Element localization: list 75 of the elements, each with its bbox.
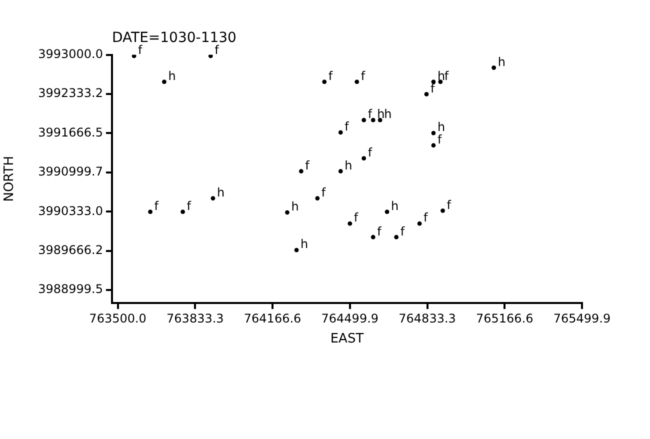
text: h	[391, 198, 399, 213]
text: f	[368, 107, 372, 122]
y-axis-title: NORTH	[2, 156, 18, 202]
point	[431, 130, 436, 136]
point	[315, 196, 320, 201]
point	[338, 169, 343, 174]
x-tick-label: 765499.9	[553, 311, 611, 326]
x-tick-label: 764499.9	[321, 311, 379, 326]
text: h	[216, 185, 225, 200]
text: f	[360, 68, 366, 83]
y-tick-label: 3992333.2	[38, 86, 103, 100]
text: f	[400, 224, 405, 238]
point	[338, 130, 343, 135]
point	[362, 118, 366, 122]
x-tick-label: 764166.6	[244, 311, 302, 326]
text: f	[424, 210, 428, 225]
text: h	[168, 68, 176, 83]
text: f	[186, 198, 192, 213]
text: h	[498, 54, 506, 69]
text: f	[446, 198, 451, 212]
point	[132, 54, 136, 58]
point	[285, 210, 290, 215]
point	[294, 248, 299, 252]
x-tick-label: 763500.0	[89, 311, 146, 326]
y-tick-label: 3989666.2	[38, 243, 103, 258]
y-tick-label: 3991666.5	[38, 125, 103, 140]
point	[417, 221, 422, 226]
y-tick-label: 3993000.0	[38, 46, 103, 61]
point	[322, 80, 327, 84]
text: f	[321, 185, 326, 200]
point	[208, 54, 213, 58]
point	[431, 143, 436, 148]
text: f	[377, 224, 382, 238]
point	[384, 210, 390, 214]
text: f	[368, 145, 372, 160]
y-tick-label: 3988999.5	[38, 282, 103, 296]
series-label: f	[138, 43, 144, 58]
text: h	[291, 200, 299, 214]
point	[492, 66, 496, 70]
text: f	[328, 68, 333, 83]
point	[370, 118, 376, 122]
point	[210, 196, 216, 201]
point	[148, 210, 152, 214]
x-tick-label: 763833.3	[166, 311, 224, 326]
text: f	[354, 210, 358, 225]
point	[162, 80, 166, 84]
text: f	[154, 198, 159, 213]
point	[348, 221, 352, 226]
x-tick-label: 765166.6	[476, 311, 534, 326]
point	[440, 208, 445, 213]
text: f	[214, 43, 219, 58]
series-label: h	[377, 107, 385, 122]
text: h	[300, 237, 308, 252]
text: f	[437, 132, 442, 146]
point	[424, 92, 429, 96]
point	[354, 80, 360, 84]
text: h	[384, 107, 392, 122]
text: f	[444, 68, 449, 83]
point	[362, 156, 366, 161]
point	[180, 210, 185, 214]
text: f	[305, 158, 310, 172]
y-tick-label: 3990999.7	[38, 164, 103, 179]
point	[298, 169, 304, 174]
x-axis-title: EAST	[330, 332, 364, 347]
point	[438, 80, 443, 84]
y-tick-label: 3990333.0	[38, 204, 103, 218]
text: h	[437, 120, 446, 134]
text: h	[437, 68, 446, 83]
x-tick-label: 764833.3	[398, 311, 456, 326]
point	[378, 118, 382, 122]
text: h	[344, 158, 352, 172]
text: f	[344, 120, 349, 134]
point	[370, 234, 376, 240]
point	[394, 234, 399, 240]
text: f	[430, 81, 435, 96]
